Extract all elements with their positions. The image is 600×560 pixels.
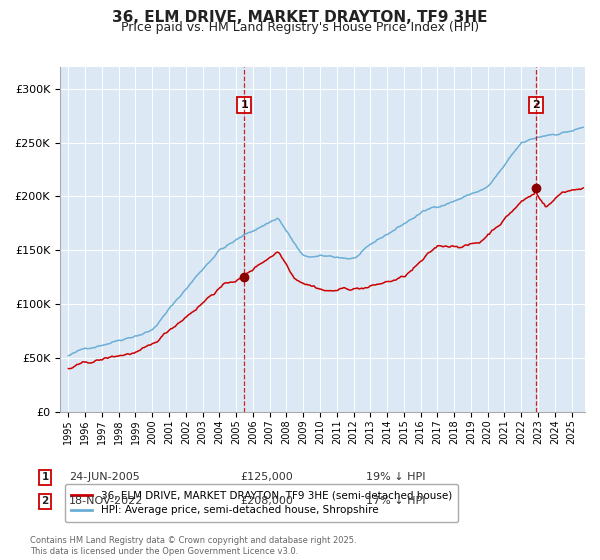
- Text: 18-NOV-2022: 18-NOV-2022: [69, 496, 143, 506]
- Text: 1: 1: [41, 472, 49, 482]
- Text: 36, ELM DRIVE, MARKET DRAYTON, TF9 3HE: 36, ELM DRIVE, MARKET DRAYTON, TF9 3HE: [112, 10, 488, 25]
- Text: Contains HM Land Registry data © Crown copyright and database right 2025.
This d: Contains HM Land Registry data © Crown c…: [30, 536, 356, 556]
- Text: 2: 2: [532, 100, 540, 110]
- Text: 19% ↓ HPI: 19% ↓ HPI: [366, 472, 425, 482]
- Text: 17% ↓ HPI: 17% ↓ HPI: [366, 496, 425, 506]
- Text: 24-JUN-2005: 24-JUN-2005: [69, 472, 140, 482]
- Legend: 36, ELM DRIVE, MARKET DRAYTON, TF9 3HE (semi-detached house), HPI: Average price: 36, ELM DRIVE, MARKET DRAYTON, TF9 3HE (…: [65, 484, 458, 522]
- Text: 2: 2: [41, 496, 49, 506]
- Text: £208,000: £208,000: [240, 496, 293, 506]
- Text: £125,000: £125,000: [240, 472, 293, 482]
- Text: 1: 1: [240, 100, 248, 110]
- Text: Price paid vs. HM Land Registry's House Price Index (HPI): Price paid vs. HM Land Registry's House …: [121, 21, 479, 34]
